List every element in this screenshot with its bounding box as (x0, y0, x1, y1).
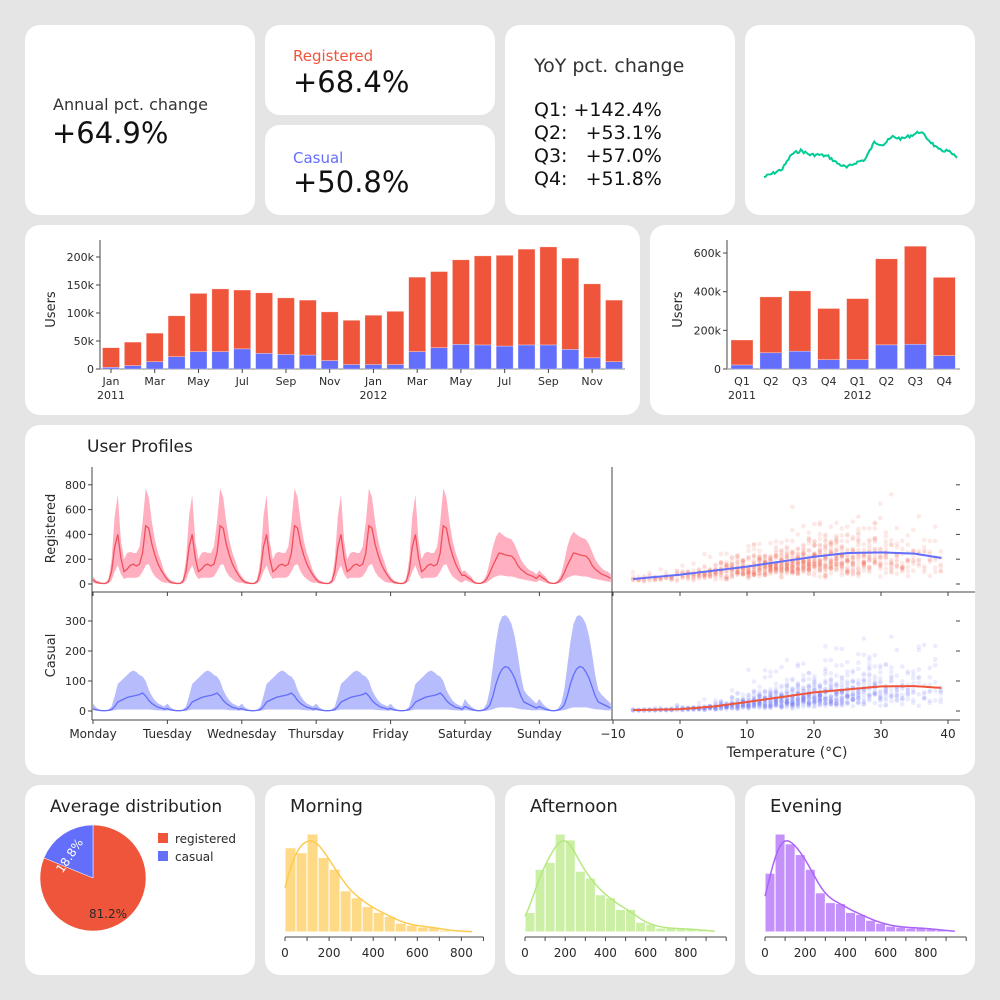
registered-change-value: +68.4% (293, 65, 410, 99)
annual-change-label: Annual pct. change (53, 95, 208, 114)
quarterly-users-card (650, 225, 975, 415)
yoy-row-q4: Q4: +51.8% (534, 168, 662, 190)
evening-card: Evening (745, 785, 975, 975)
distribution-title: Average distribution (50, 797, 223, 817)
casual-change-label: Casual (293, 149, 344, 167)
casual-change-card: Casual +50.8% (265, 125, 495, 215)
user-profiles-card: User Profiles (25, 425, 975, 775)
registered-change-card: Registered +68.4% (265, 25, 495, 115)
yoy-card: YoY pct. change Q1: +142.4% Q2: +53.1% Q… (505, 25, 735, 215)
casual-change-value: +50.8% (293, 165, 410, 199)
distribution-card: Average distribution (25, 785, 255, 975)
sparkline-card (745, 25, 975, 215)
yoy-row-q1: Q1: +142.4% (534, 99, 662, 121)
annual-change-card: Annual pct. change +64.9% (25, 25, 255, 215)
annual-change-value: +64.9% (52, 116, 169, 150)
yoy-title: YoY pct. change (534, 55, 685, 77)
morning-title: Morning (290, 796, 363, 817)
registered-change-label: Registered (293, 47, 374, 65)
user-profiles-title: User Profiles (87, 437, 193, 457)
afternoon-card: Afternoon (505, 785, 735, 975)
morning-card: Morning (265, 785, 495, 975)
yoy-row-q3: Q3: +57.0% (534, 145, 662, 167)
afternoon-title: Afternoon (530, 796, 618, 817)
evening-title: Evening (770, 796, 843, 817)
yoy-row-q2: Q2: +53.1% (534, 122, 662, 144)
monthly-users-card (25, 225, 640, 415)
